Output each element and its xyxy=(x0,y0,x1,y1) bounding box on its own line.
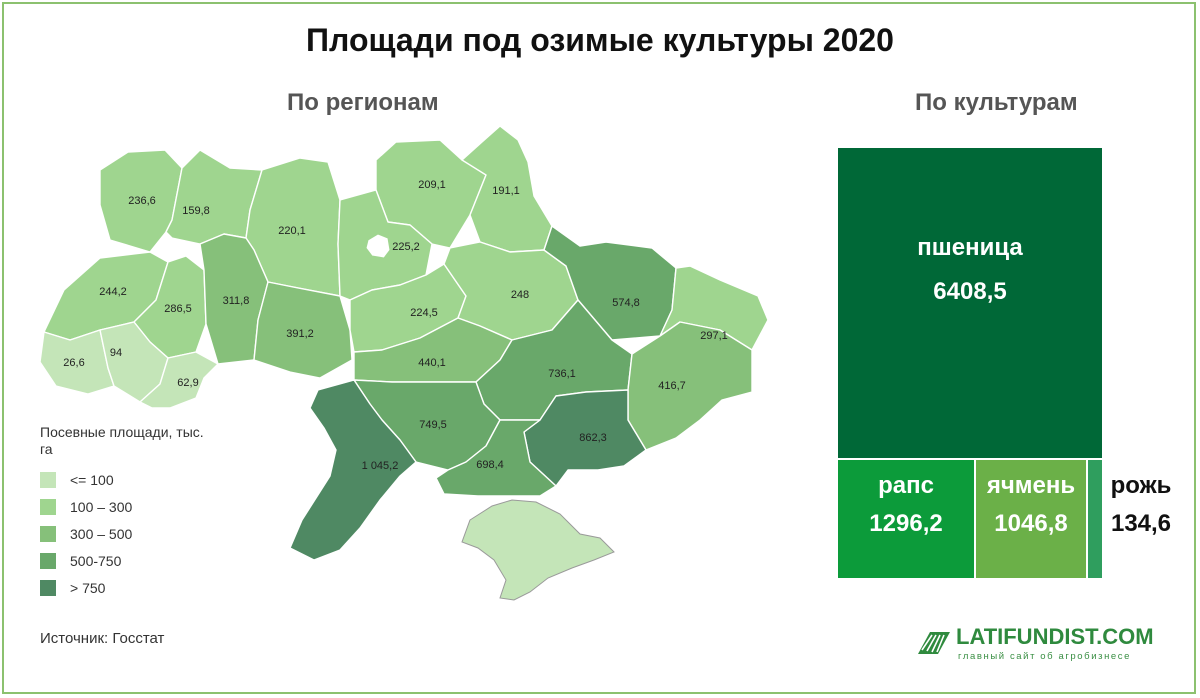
latifundist-logo: LATIFUNDIST.COM главный сайт об агробизн… xyxy=(916,624,1154,665)
field-logo-icon xyxy=(918,632,950,654)
legend-swatch xyxy=(40,525,56,542)
region-value-label: 1 045,2 xyxy=(362,460,399,472)
region-value-label: 94 xyxy=(110,347,122,359)
region-value-label: 391,2 xyxy=(286,328,314,340)
legend-title: Посевные площади, тыс. га xyxy=(40,424,204,457)
region-value-label: 440,1 xyxy=(418,357,446,369)
region-value-label: 220,1 xyxy=(278,225,306,237)
map-region xyxy=(627,321,753,451)
map-region xyxy=(139,351,219,409)
region-value-label: 26,6 xyxy=(63,357,84,369)
region-value-label: 311,8 xyxy=(223,295,250,307)
chart-title: Площади под озимые культуры 2020 xyxy=(306,22,894,58)
kyiv-city-hole xyxy=(365,233,391,259)
region-value-label: 225,2 xyxy=(392,241,420,253)
region-value-label: 209,1 xyxy=(418,179,446,191)
region-value-label: 224,5 xyxy=(410,307,438,319)
region-value-label: 286,5 xyxy=(164,303,192,315)
map-region-crimea xyxy=(461,499,615,601)
map-region xyxy=(253,281,353,379)
region-value-label: 62,9 xyxy=(177,377,198,389)
region-value-label: 749,5 xyxy=(419,419,447,431)
region-value-label: 248 xyxy=(511,289,529,301)
region-value-label: 862,3 xyxy=(579,432,607,444)
region-value-label: 736,1 xyxy=(548,368,576,380)
legend-label: 300 – 500 xyxy=(70,525,133,542)
region-value-label: 236,6 xyxy=(128,195,156,207)
region-value-label: 244,2 xyxy=(99,286,127,298)
region-value-label: 297,1 xyxy=(700,330,728,342)
legend-label: 500-750 xyxy=(70,552,122,569)
legend-item: 300 – 500 xyxy=(40,520,210,547)
logo-tagline: главный сайт об агробизнесе xyxy=(958,651,1132,662)
legend-swatch xyxy=(40,579,56,596)
region-value-label: 574,8 xyxy=(612,297,640,309)
legend-item: <= 100 xyxy=(40,466,210,493)
source-note: Источник: Госстат xyxy=(40,630,165,647)
region-value-label: 159,8 xyxy=(182,205,210,217)
map-region xyxy=(435,419,557,497)
treemap-subtitle: По культурам xyxy=(915,89,1078,116)
map-subtitle: По регионам xyxy=(287,89,439,116)
logo-name: LATIFUNDIST.COM xyxy=(956,624,1154,649)
region-value-label: 191,1 xyxy=(492,185,520,197)
legend-item: 500-750 xyxy=(40,547,210,574)
legend-item: 100 – 300 xyxy=(40,493,210,520)
legend-label: <= 100 xyxy=(70,471,114,488)
map-legend: Посевные площади, тыс. га <= 100 100 – 30… xyxy=(40,424,210,601)
legend-swatch xyxy=(40,498,56,515)
legend-swatch xyxy=(40,471,56,488)
region-value-label: 416,7 xyxy=(658,380,686,392)
legend-label: > 750 xyxy=(70,579,106,596)
region-value-label: 698,4 xyxy=(476,459,504,471)
legend-item: > 750 xyxy=(40,574,210,601)
legend-swatch xyxy=(40,552,56,569)
map-region xyxy=(289,379,417,561)
legend-label: 100 – 300 xyxy=(70,498,133,515)
